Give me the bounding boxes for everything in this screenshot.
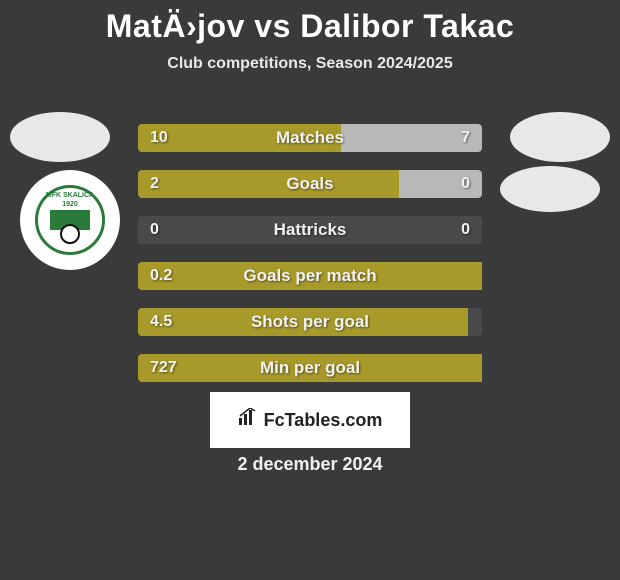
date-text: 2 december 2024	[0, 454, 620, 475]
stat-label: Goals	[138, 170, 482, 198]
stat-label: Hattricks	[138, 216, 482, 244]
watermark-text: FcTables.com	[264, 410, 383, 431]
watermark: FcTables.com	[210, 392, 410, 448]
club-logo-right	[500, 166, 600, 212]
stat-label: Goals per match	[138, 262, 482, 290]
stat-row: 0.2Goals per match	[138, 262, 482, 290]
stat-row: 4.5Shots per goal	[138, 308, 482, 336]
stat-label: Shots per goal	[138, 308, 482, 336]
stat-label: Min per goal	[138, 354, 482, 382]
stat-row: 10Matches7	[138, 124, 482, 152]
club-crest-icon: MFK SKALICA 1920	[35, 185, 105, 255]
subtitle: Club competitions, Season 2024/2025	[0, 55, 620, 73]
stat-value-right: 7	[461, 124, 470, 152]
stat-row: 727Min per goal	[138, 354, 482, 382]
chart-icon	[238, 408, 260, 432]
player-right-avatar	[510, 112, 610, 162]
stats-container: 10Matches72Goals00Hattricks00.2Goals per…	[138, 124, 482, 400]
stat-value-right: 0	[461, 216, 470, 244]
stat-row: 2Goals0	[138, 170, 482, 198]
club-logo-left: MFK SKALICA 1920	[20, 170, 120, 270]
player-left-avatar	[10, 112, 110, 162]
page-title: MatÄ›jov vs Dalibor Takac	[0, 0, 620, 45]
stat-label: Matches	[138, 124, 482, 152]
stat-row: 0Hattricks0	[138, 216, 482, 244]
stat-value-right: 0	[461, 170, 470, 198]
